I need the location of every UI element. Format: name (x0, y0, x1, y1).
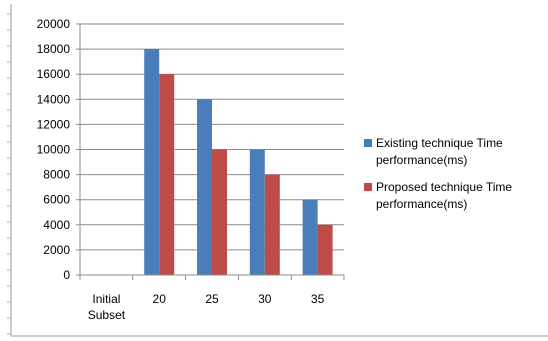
frame-tick-marks (7, 13, 11, 335)
y-tick-label: 8000 (43, 168, 70, 182)
x-tick-label: 25 (205, 292, 219, 306)
x-tick-label-line: 35 (311, 292, 325, 306)
x-tick-label-line: 25 (205, 292, 219, 306)
legend-swatch (364, 183, 372, 191)
legend: Existing technique Time performance(ms)Pr… (364, 136, 512, 211)
legend-label-line: Proposed technique Time (376, 180, 512, 194)
bar-proposed-1 (159, 74, 175, 275)
x-tick-label-line: Subset (88, 308, 126, 322)
x-tick-labels: Initial Subset 20 25 30 35 (88, 292, 325, 322)
y-tick-label: 18000 (37, 42, 71, 56)
bar-existing-2 (197, 99, 212, 275)
x-tick-label-line: 30 (258, 292, 272, 306)
y-tick-label: 4000 (43, 218, 70, 232)
bar-proposed-4 (317, 224, 333, 275)
bar-existing-1 (144, 49, 160, 275)
bar-proposed-2 (212, 149, 227, 275)
y-tick-label: 14000 (37, 92, 71, 106)
legend-label: Proposed technique Time performance(ms) (376, 180, 512, 211)
y-tick-label: 0 (63, 268, 70, 282)
y-tick-labels: 0 2000 4000 6000 8000 10000 12000 14000 16000 180… (37, 17, 71, 282)
bars (144, 49, 333, 275)
x-tick-label: Initial Subset (88, 292, 126, 322)
legend-label: Existing technique Time performance(ms) (376, 136, 503, 167)
x-tick-label-line: 20 (153, 292, 167, 306)
y-tick-label: 20000 (37, 17, 71, 31)
x-tick-label-line: Initial (92, 292, 120, 306)
x-tick-label: 30 (258, 292, 272, 306)
x-tick-label: 20 (153, 292, 167, 306)
bar-proposed-3 (264, 174, 280, 275)
bar-existing-4 (302, 199, 318, 275)
y-tick-label: 16000 (37, 67, 71, 81)
y-tick-label: 2000 (43, 243, 70, 257)
bar-existing-3 (249, 149, 265, 275)
legend-swatch (364, 139, 372, 147)
y-tick-label: 12000 (37, 117, 71, 131)
axes (79, 24, 345, 280)
legend-label-line: performance(ms) (376, 197, 467, 211)
x-tick-label: 35 (311, 292, 325, 306)
legend-label-line: Existing technique Time (376, 136, 503, 150)
legend-label-line: performance(ms) (376, 153, 467, 167)
y-tick-label: 6000 (43, 193, 70, 207)
y-tick-label: 10000 (37, 143, 71, 157)
